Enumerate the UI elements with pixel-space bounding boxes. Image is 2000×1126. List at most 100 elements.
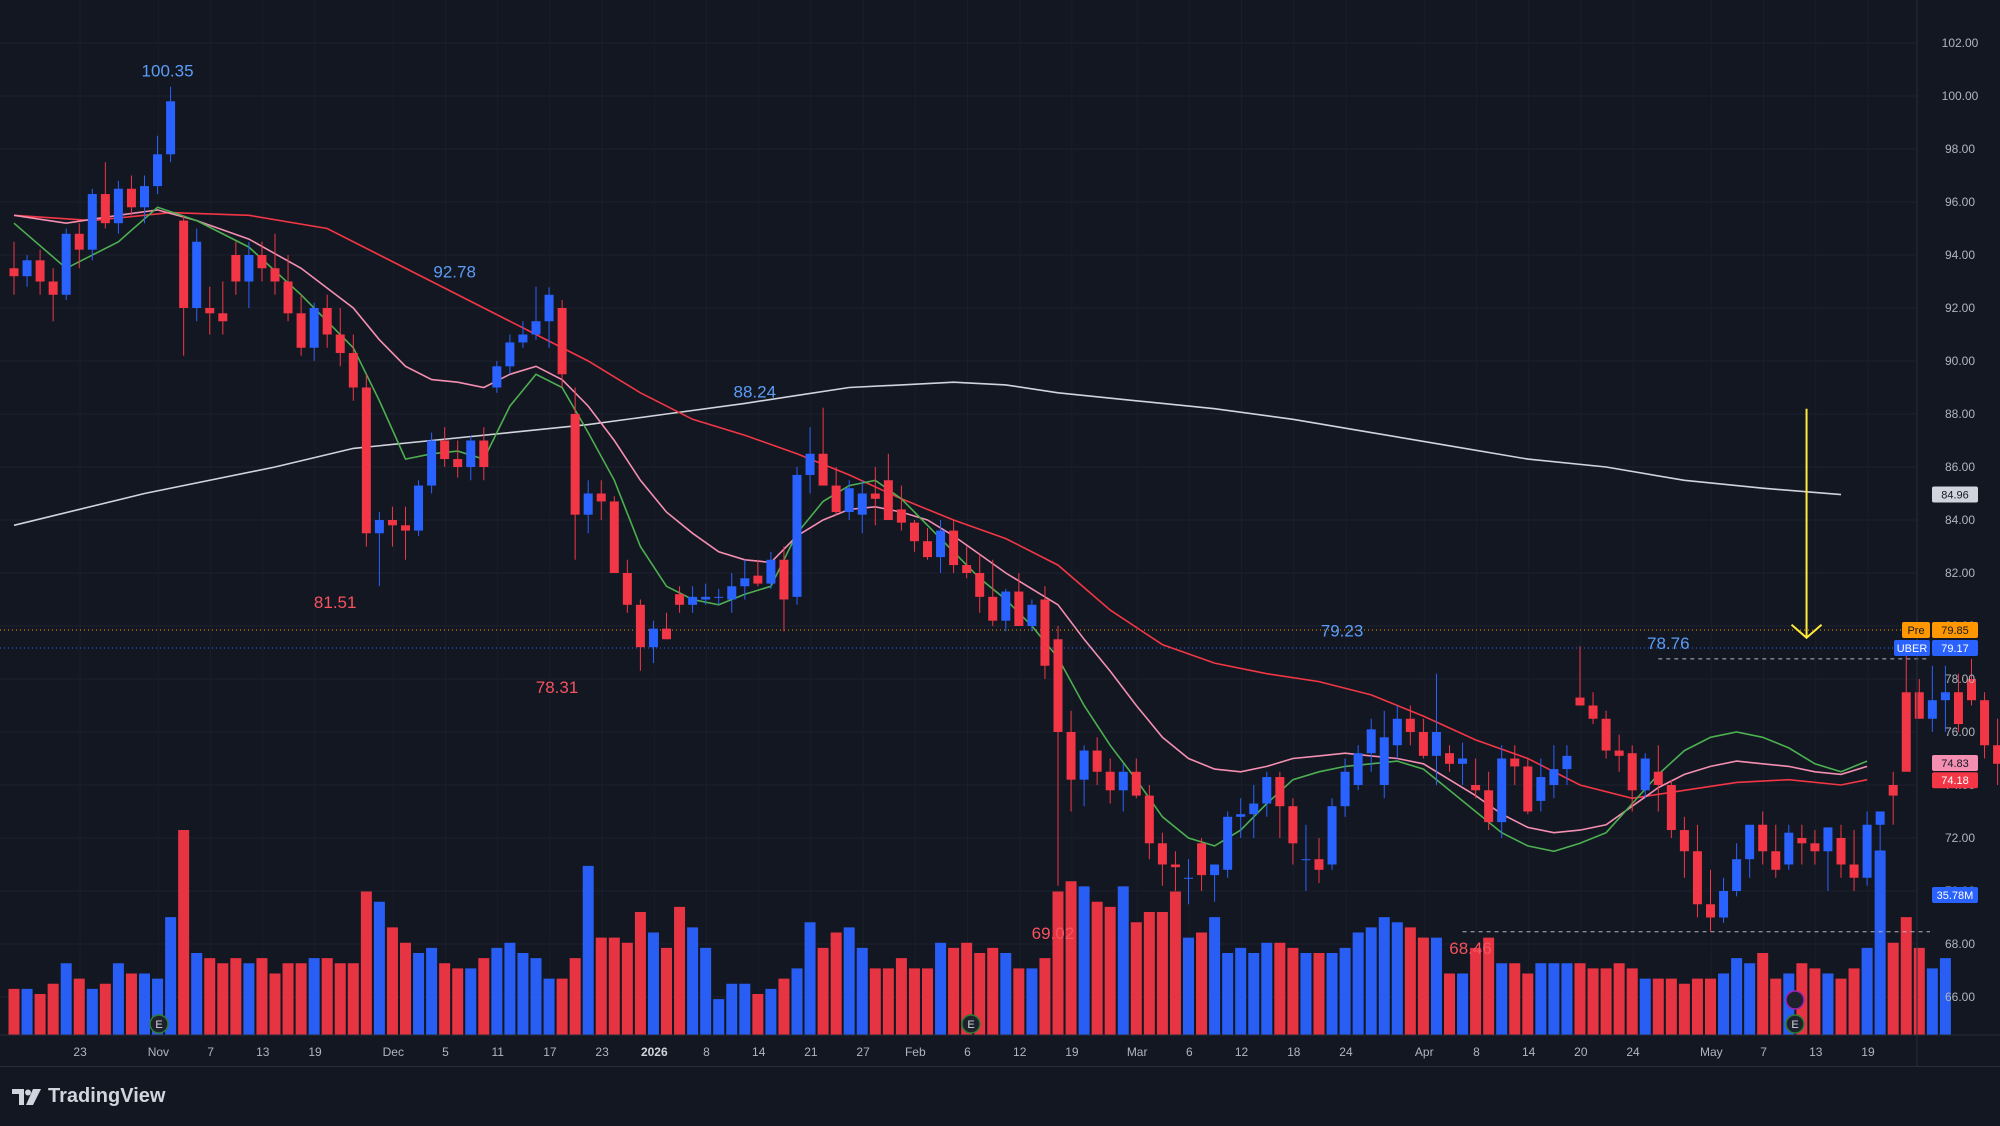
candle-body — [1523, 766, 1532, 811]
volume-bar — [1235, 948, 1246, 1035]
chart-background — [0, 0, 2000, 1066]
candle-body — [166, 101, 175, 154]
candle[interactable] — [793, 467, 802, 605]
volume-bar — [1770, 979, 1781, 1035]
candle-body — [1680, 830, 1689, 851]
volume-bar — [1588, 968, 1599, 1035]
candle[interactable] — [362, 374, 371, 546]
candle-body — [1184, 878, 1193, 879]
volume-bar — [1822, 974, 1833, 1036]
candle[interactable] — [1328, 798, 1337, 870]
volume-bar — [831, 933, 842, 1036]
candle-body — [1823, 827, 1832, 851]
candle[interactable] — [1667, 780, 1676, 838]
volume-bar — [1300, 953, 1311, 1035]
time-tick-label: 11 — [491, 1045, 504, 1059]
candle[interactable] — [414, 480, 423, 536]
volume-bar — [1601, 968, 1612, 1035]
volume-bar — [713, 999, 724, 1035]
candle-body — [231, 255, 240, 282]
volume-bar — [1705, 979, 1716, 1035]
candle[interactable] — [192, 229, 201, 322]
volume-bar — [870, 968, 881, 1035]
volume-bar — [61, 963, 72, 1035]
volume-bar — [1131, 922, 1142, 1035]
candle-body — [1549, 769, 1558, 785]
extreme-price-label: 68.46 — [1449, 939, 1492, 958]
candle-body — [1223, 817, 1232, 870]
extreme-price-label: 78.31 — [536, 678, 579, 697]
price-tick-label: 86.00 — [1945, 460, 1975, 474]
earnings-marker[interactable]: E — [1786, 1015, 1804, 1033]
volume-bar — [478, 958, 489, 1035]
candle[interactable] — [62, 229, 71, 301]
candle-body — [1876, 812, 1885, 825]
candle[interactable] — [1523, 759, 1532, 815]
time-tick-label: 12 — [1235, 1045, 1249, 1059]
price-tag: 35.78M — [1932, 887, 1978, 903]
time-tick-label: Dec — [383, 1045, 404, 1059]
candle-body — [1576, 698, 1585, 706]
candle-body — [871, 494, 880, 499]
volume-bar — [935, 943, 946, 1035]
tradingview-brand[interactable]: TradingView — [12, 1085, 165, 1108]
candle-body — [218, 313, 227, 321]
volume-bar — [726, 984, 737, 1035]
candle[interactable] — [1223, 812, 1232, 878]
candle-body — [1236, 814, 1245, 817]
volume-bar — [687, 927, 698, 1035]
candle-body — [492, 366, 501, 387]
time-tick-label: 13 — [1809, 1045, 1823, 1059]
candle-body — [36, 260, 45, 281]
earnings-marker[interactable]: E — [962, 1015, 980, 1033]
candle-body — [1863, 825, 1872, 878]
volume-bar — [113, 963, 124, 1035]
price-tag-name: UBER — [1897, 643, 1928, 655]
volume-bar — [1548, 963, 1559, 1035]
volume-bar — [1405, 927, 1416, 1035]
volume-bar — [1039, 958, 1050, 1035]
candle-body — [1484, 790, 1493, 822]
volume-bar — [465, 968, 476, 1035]
volume-bar — [452, 968, 463, 1035]
candle-body — [1941, 692, 1950, 700]
candle-body — [753, 576, 762, 584]
volume-bar — [635, 912, 646, 1035]
volume-bar — [909, 968, 920, 1035]
price-tick-label: 94.00 — [1945, 248, 1975, 262]
volume-bar — [230, 958, 241, 1035]
earnings-marker[interactable]: E — [150, 1015, 168, 1033]
time-tick-label: 7 — [1760, 1045, 1767, 1059]
candle-body — [479, 441, 488, 468]
candle-body — [688, 597, 697, 605]
candle-body — [1980, 700, 1989, 745]
volume-bar — [517, 953, 528, 1035]
candle-body — [1158, 843, 1167, 864]
candle-body — [1745, 825, 1754, 859]
price-tick-label: 68.00 — [1945, 937, 1975, 951]
candle[interactable] — [610, 496, 619, 573]
candle-body — [1797, 838, 1806, 843]
volume-bar — [87, 989, 98, 1035]
volume-bar — [1274, 943, 1285, 1035]
candle[interactable] — [88, 189, 97, 261]
candle-body — [1850, 865, 1859, 878]
volume-bar — [1640, 979, 1651, 1035]
price-chart[interactable]: 100.3581.5192.7878.3188.2469.0279.2368.4… — [0, 0, 2000, 1066]
time-tick-label: Apr — [1415, 1045, 1434, 1059]
time-tick-label: 23 — [73, 1045, 87, 1059]
footer-bar: TradingView — [0, 1066, 2000, 1126]
volume-bar — [1026, 968, 1037, 1035]
volume-bar — [1079, 886, 1090, 1035]
candle-body — [1758, 825, 1767, 852]
candle-body — [1771, 851, 1780, 870]
dividend-marker-icon[interactable] — [1786, 991, 1804, 1009]
candle-body — [440, 441, 449, 460]
volume-bar — [1836, 979, 1847, 1035]
time-tick-label: 8 — [1473, 1045, 1480, 1059]
candle-body — [284, 282, 293, 314]
candle[interactable] — [1040, 586, 1049, 679]
candle-body — [114, 189, 123, 223]
candle[interactable] — [427, 433, 436, 494]
candle-body — [779, 560, 788, 600]
